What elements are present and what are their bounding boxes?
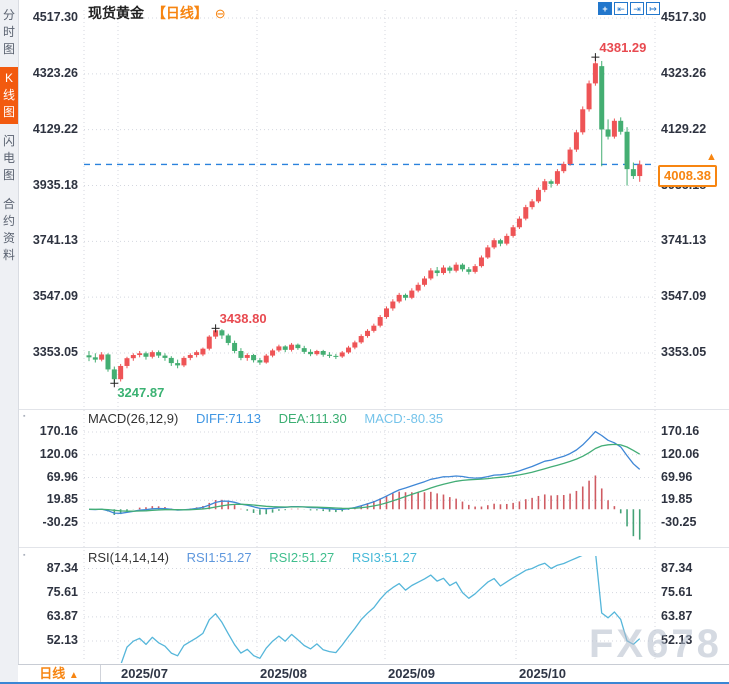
high-price-label: 4381.29 [599, 40, 647, 56]
rsi-axis-label: 75.61 [661, 584, 693, 599]
macd-axis-label: -30.25 [42, 515, 78, 529]
x-axis-label: 2025/08 [260, 666, 307, 681]
rsi-panel-handle-icon[interactable]: ▪ [23, 552, 26, 559]
rsi1-value: RSI1:51.27 [186, 550, 252, 565]
bottom-edge-strip [0, 682, 729, 684]
macd-axis-label: 69.96 [661, 469, 693, 484]
macd-axis-label: 69.96 [46, 469, 78, 484]
rsi-axis-label: 63.87 [661, 608, 693, 623]
move-crosshair-icon[interactable]: + [598, 2, 612, 15]
timeframe-selector[interactable]: 日线 ▲ [18, 665, 101, 683]
price-axis-label: 4517.30 [32, 10, 78, 24]
price-axis-label: 4323.26 [661, 65, 707, 80]
macd-name: MACD(26,12,9) [88, 411, 179, 426]
macd-axis-label: 120.06 [39, 446, 78, 461]
instrument-title: 现货黄金 [88, 5, 144, 21]
period-tag: 【日线】 [151, 5, 208, 21]
macd-header: MACD(26,12,9) DIFF:71.13 DEA:111.30 MACD… [88, 411, 457, 426]
fit-width-icon[interactable]: ⇤ [614, 2, 628, 15]
macd-panel-handle-icon[interactable]: ▪ [23, 413, 26, 420]
time-axis-bar: 日线 ▲ 2025/07 2025/08 2025/09 2025/10 [18, 664, 729, 683]
chart-toolbar: + ⇤ ⇥ ↦ [598, 2, 660, 15]
sidebar-tab-4[interactable]: 合约资料 [2, 197, 15, 262]
high-price-label: 3438.80 [219, 311, 267, 327]
macd-macd-value: MACD:-80.35 [364, 411, 444, 426]
rsi-axis-label: 52.13 [661, 633, 693, 647]
price-axis-label: 4517.30 [661, 10, 707, 24]
macd-axis-label: 19.85 [46, 492, 78, 507]
price-axis-label: 3353.05 [32, 345, 78, 359]
price-axis-label: 3935.18 [32, 177, 78, 192]
price-axis-label: 3547.09 [32, 289, 78, 304]
triangle-up-icon: ▲ [68, 670, 79, 681]
rsi-axis-label: 52.13 [46, 633, 78, 647]
price-up-arrow-icon: ▲ [706, 151, 717, 163]
macd-axis-label: 19.85 [661, 492, 693, 507]
price-axis-label: 3741.13 [661, 233, 707, 248]
current-price-tag: 4008.38 [658, 165, 717, 187]
rsi2-value: RSI2:51.27 [269, 550, 335, 565]
price-axis-label: 4129.22 [32, 121, 78, 136]
exit-fullscreen-icon[interactable]: ↦ [646, 2, 660, 15]
x-axis-label: 2025/10 [519, 666, 566, 681]
sidebar: 分时图 K线图闪电图合约资料 [0, 0, 19, 684]
chart-title-row: 现货黄金 【日线】 ⊖ [88, 3, 226, 23]
price-axis-label: 3547.09 [661, 289, 707, 304]
rsi3-value: RSI3:51.27 [351, 550, 417, 565]
watermark: FX678 [589, 622, 722, 666]
macd-axis-label: 170.16 [39, 424, 78, 438]
rsi-axis-label: 63.87 [46, 608, 78, 623]
macd-dea-value: DEA:111.30 [278, 411, 347, 426]
sidebar-tab-2[interactable]: K线图 [0, 67, 18, 124]
macd-axis-label: 170.16 [661, 424, 700, 438]
price-axis-label: 4323.26 [32, 65, 78, 80]
price-axis-label: 4129.22 [661, 121, 707, 136]
sidebar-tab-1[interactable]: 分时图 [2, 8, 15, 56]
rsi-axis-label: 87.34 [661, 560, 693, 575]
sidebar-tab-3[interactable]: 闪电图 [2, 134, 15, 182]
rsi-header: RSI(14,14,14) RSI1:51.27 RSI2:51.27 RSI3… [88, 550, 431, 565]
x-axis-label: 2025/09 [388, 666, 435, 681]
price-axis-label: 3741.13 [32, 233, 78, 248]
macd-axis-label: 120.06 [661, 446, 700, 461]
rsi-axis-label: 87.34 [46, 560, 78, 575]
x-axis-label: 2025/07 [121, 666, 168, 681]
fit-scale-icon[interactable]: ⇥ [630, 2, 644, 15]
low-price-label: 3247.87 [117, 385, 165, 401]
macd-axis-label: -30.25 [661, 515, 697, 529]
price-axis-label: 3353.05 [661, 345, 707, 359]
chart-settings-icon[interactable]: ⊖ [214, 6, 226, 21]
rsi-axis-label: 75.61 [46, 584, 78, 599]
macd-diff-value: DIFF:71.13 [195, 411, 261, 426]
rsi-name: RSI(14,14,14) [88, 550, 169, 565]
